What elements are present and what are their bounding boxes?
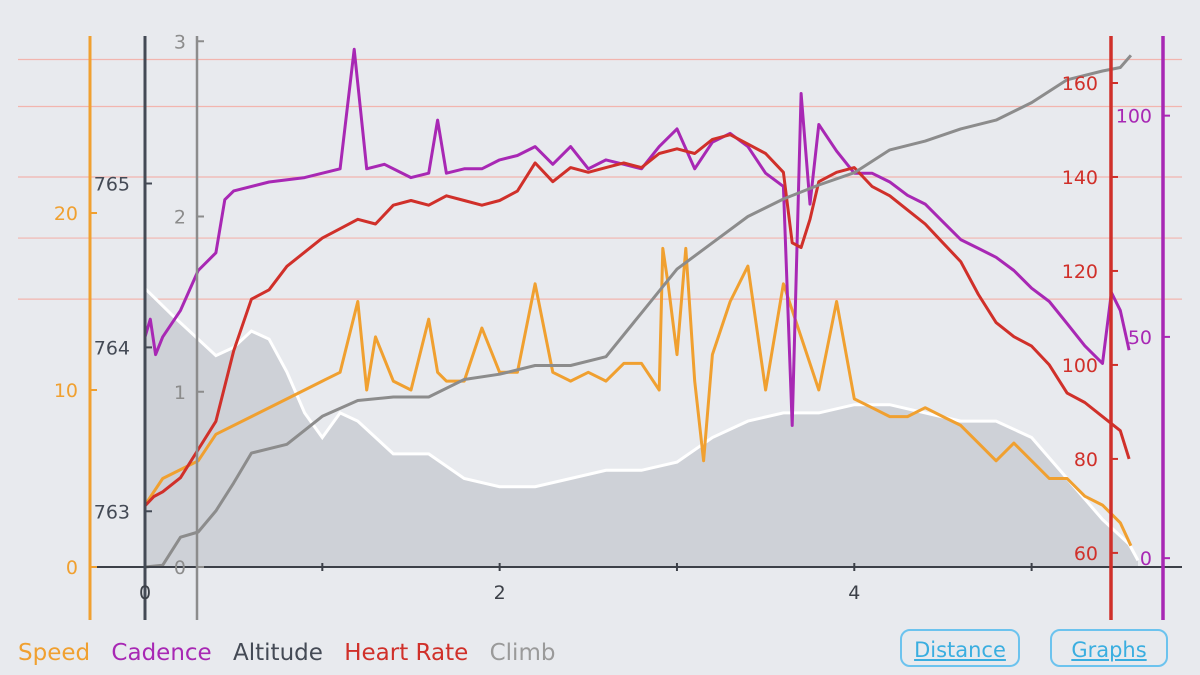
gridlines [18,58,1182,300]
heart_rate-tick-label-2: 100 [1062,355,1098,377]
altitude-tick-label-0: 763 [94,501,130,523]
graphs-button[interactable]: Graphs [1050,629,1168,667]
heart_rate-tick-label-0: 60 [1074,543,1098,565]
distance-button[interactable]: Distance [900,629,1020,667]
altitude-tick-label-2: 765 [94,174,130,196]
altitude-tick-label-1: 764 [94,337,130,359]
legend: Speed Cadence Altitude Heart Rate Climb [18,640,569,666]
speed-tick-label-2: 20 [54,203,78,225]
legend-heart-rate: Heart Rate [344,640,469,666]
climb-line [144,54,1133,569]
cadence-tick-label-1: 50 [1128,327,1152,349]
cadence-tick-label-0: 0 [1140,548,1152,570]
heart_rate-tick-label-1: 80 [1074,449,1098,471]
heart_rate-tick-label-4: 140 [1062,167,1098,189]
legend-climb: Climb [489,640,556,666]
speed-tick-label-0: 0 [66,557,78,579]
x-tick-label-1: 2 [494,582,506,604]
climb-tick-label-3: 3 [174,31,186,53]
x-tick-label-0: 0 [139,582,151,604]
climb-tick-label-2: 2 [174,207,186,229]
heart-rate-line [143,133,1131,507]
speed-tick-label-1: 10 [54,380,78,402]
cadence-line [143,47,1131,427]
climb-tick-label-1: 1 [174,382,186,404]
x-tick-label-2: 4 [848,582,860,604]
climb-tick-label-0: 0 [174,557,186,579]
legend-cadence: Cadence [111,640,212,666]
legend-altitude: Altitude [233,640,323,666]
altitude-line [143,287,1140,562]
heart_rate-tick-label-5: 160 [1062,73,1098,95]
speed-line [143,246,1133,547]
cadence-tick-label-2: 100 [1116,106,1152,128]
altitude-area [145,288,1138,567]
legend-speed: Speed [18,640,91,666]
heart_rate-tick-label-3: 120 [1062,261,1098,283]
